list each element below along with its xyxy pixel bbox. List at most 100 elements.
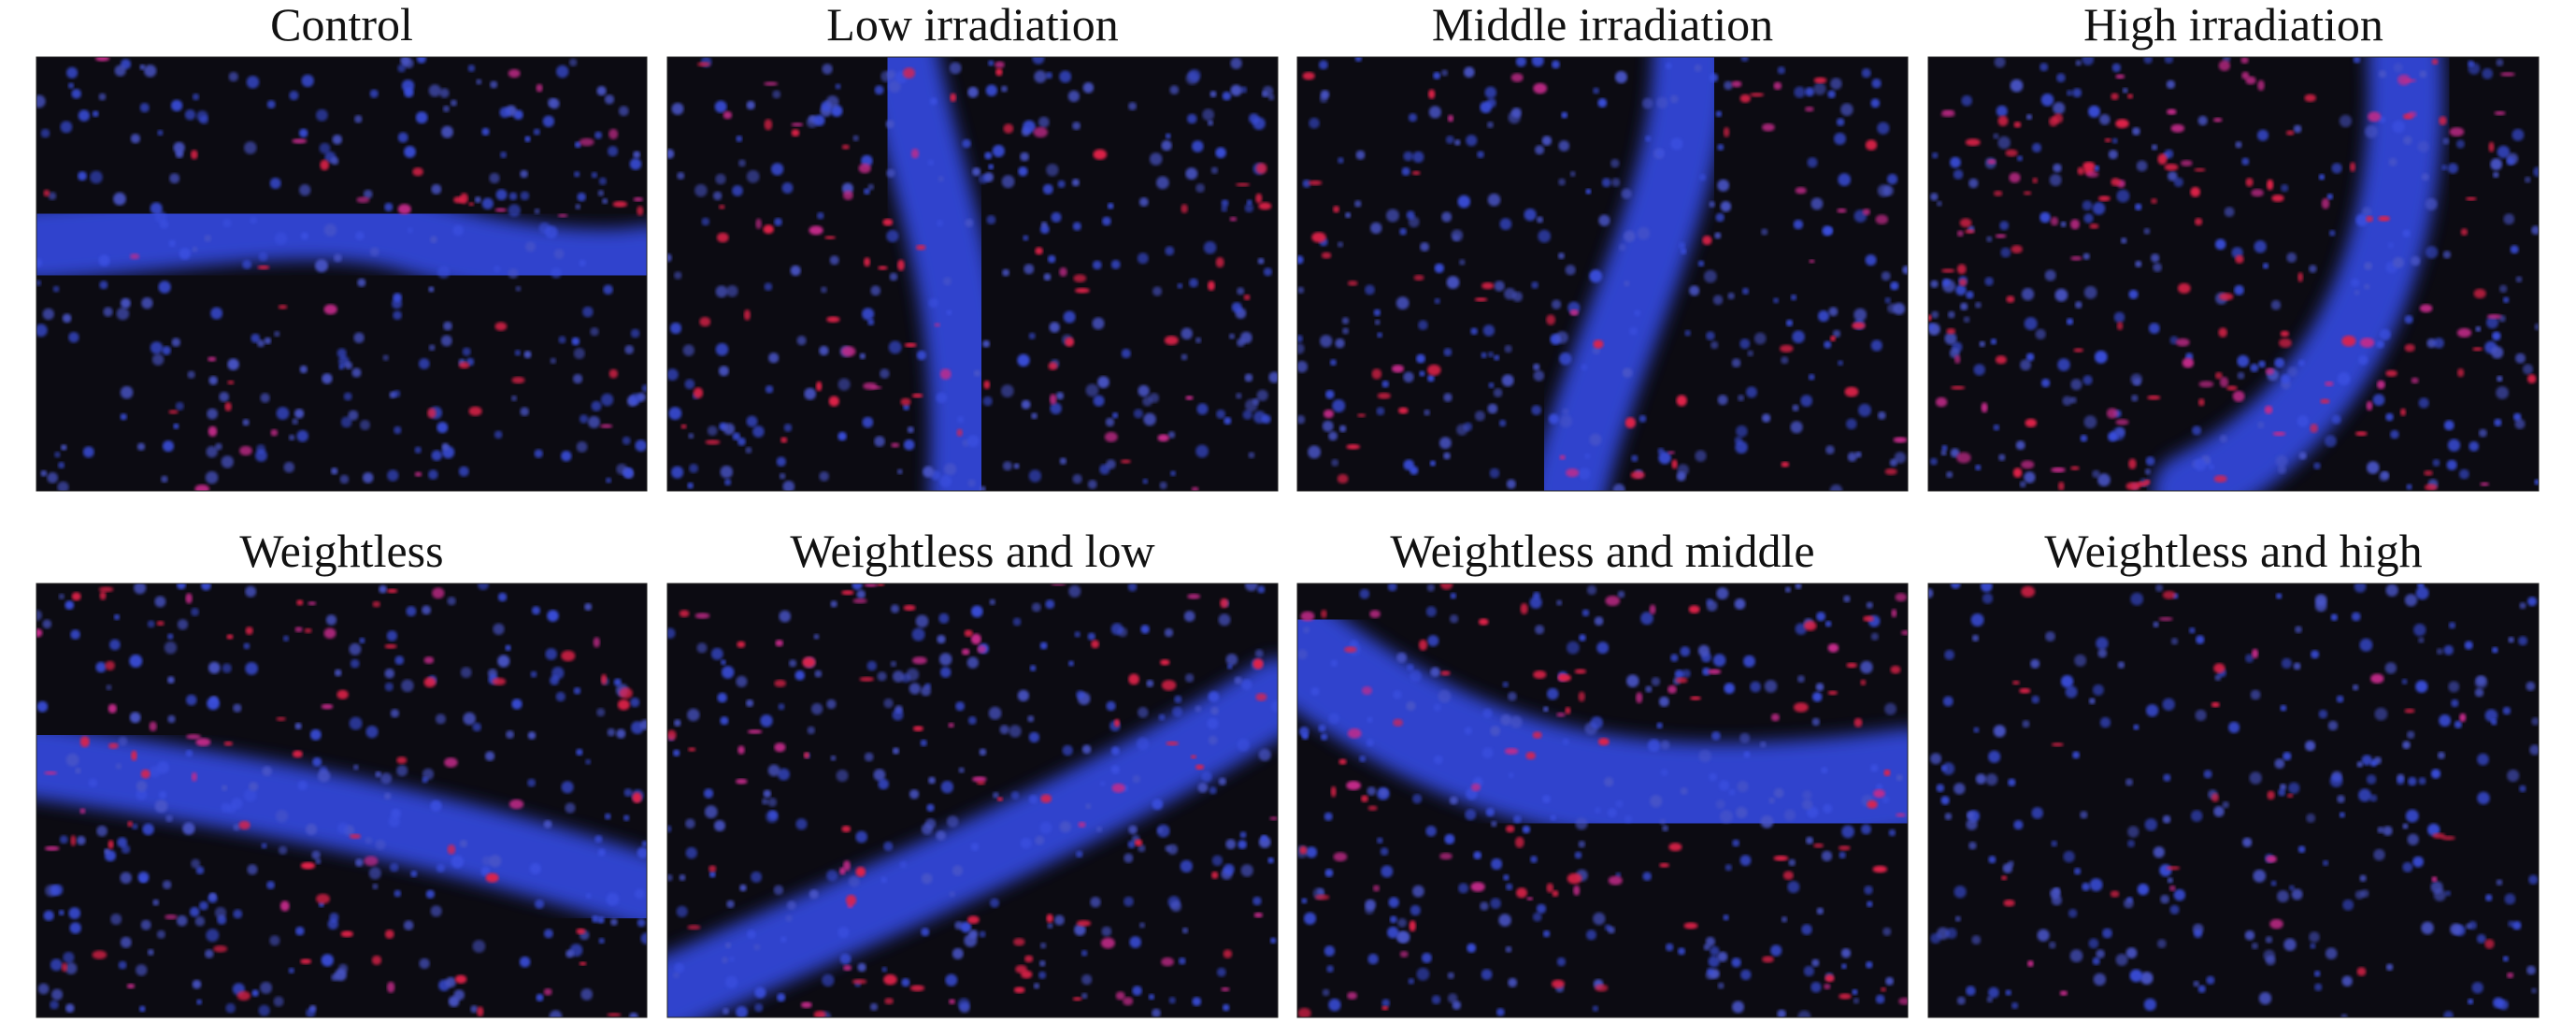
nucleus: [1499, 218, 1512, 231]
nucleus: [1997, 136, 2011, 150]
nucleus: [1028, 332, 1036, 339]
nucleus: [1416, 967, 1430, 981]
nucleus: [1660, 769, 1668, 777]
nucleus: [2524, 176, 2531, 183]
nucleus: [2415, 680, 2428, 693]
nucleus: [1244, 203, 1254, 213]
marker-cell: [2240, 57, 2249, 65]
nucleus: [184, 109, 196, 121]
marker-cell: [131, 750, 137, 761]
marker-cell: [1824, 983, 1831, 990]
marker-cell: [2526, 374, 2537, 384]
nucleus: [396, 765, 408, 777]
nucleus: [448, 996, 460, 1007]
nucleus: [2297, 359, 2306, 367]
nucleus: [1882, 796, 1890, 804]
nucleus: [2417, 140, 2429, 152]
nucleus: [1128, 825, 1138, 835]
nucleus: [354, 858, 364, 867]
nucleus: [1993, 725, 2006, 738]
nucleus: [2369, 794, 2378, 802]
nucleus: [1966, 291, 1974, 299]
nucleus: [195, 866, 205, 875]
nucleus: [1586, 584, 1597, 596]
nucleus: [1585, 188, 1592, 195]
marker-cell: [764, 119, 773, 131]
nucleus: [1717, 395, 1728, 406]
nucleus: [714, 820, 725, 831]
nucleus: [260, 981, 273, 994]
marker-cell: [536, 83, 543, 93]
nucleus: [1592, 1005, 1599, 1012]
nucleus: [679, 874, 686, 881]
marker-cell: [2069, 219, 2081, 230]
nucleus: [1823, 803, 1833, 814]
nucleus: [1535, 625, 1545, 635]
nucleus: [2159, 864, 2172, 877]
nucleus: [2276, 593, 2283, 599]
nucleus: [1487, 351, 1495, 358]
nucleus: [1986, 996, 1994, 1003]
marker-cell: [1959, 218, 1972, 228]
nucleus: [754, 987, 766, 999]
nucleus: [2476, 675, 2486, 686]
nucleus: [2156, 939, 2167, 948]
nucleus: [870, 285, 881, 296]
nucleus: [493, 623, 505, 635]
nucleus: [942, 277, 952, 286]
nucleus: [736, 135, 743, 142]
marker-cell: [453, 196, 465, 204]
nucleus: [187, 370, 195, 379]
marker-cell: [1964, 229, 1975, 234]
nucleus: [1379, 788, 1388, 798]
nucleus: [2024, 317, 2038, 331]
nucleus: [2406, 483, 2412, 490]
nucleus: [1574, 851, 1582, 859]
marker-cell: [561, 650, 576, 662]
nucleus: [2378, 70, 2387, 79]
nucleus: [90, 170, 103, 184]
nucleus: [936, 219, 944, 227]
nucleus: [795, 818, 808, 830]
nucleus: [2206, 975, 2215, 985]
nucleus: [1268, 371, 1278, 383]
nucleus: [2408, 776, 2417, 786]
marker-cell: [995, 61, 1005, 68]
marker-cell: [708, 865, 717, 872]
marker-cell: [1076, 920, 1092, 927]
nucleus: [1132, 986, 1142, 996]
panel-border: [666, 583, 1279, 1018]
nucleus: [1597, 98, 1608, 108]
nucleus: [1018, 166, 1028, 177]
marker-cell: [1191, 486, 1199, 491]
marker-cell: [323, 627, 336, 639]
nucleus: [2339, 812, 2345, 818]
nucleus: [1072, 122, 1081, 131]
nucleus: [499, 107, 510, 118]
nucleus: [1164, 627, 1174, 638]
marker-cell: [444, 757, 458, 768]
marker-cell: [1956, 230, 1964, 238]
marker-cell: [213, 944, 228, 953]
nucleus: [2515, 353, 2526, 364]
nucleus: [1709, 201, 1715, 208]
nucleus: [1097, 376, 1109, 389]
marker-cell: [2005, 149, 2018, 157]
nucleus: [568, 58, 578, 66]
nucleus: [629, 158, 642, 170]
marker-cell: [2494, 110, 2506, 116]
nucleus: [2031, 142, 2042, 153]
marker-cell: [238, 820, 250, 830]
nucleus: [1971, 935, 1982, 945]
marker-cell: [2197, 398, 2205, 407]
nucleus: [2497, 375, 2503, 382]
nucleus: [2364, 262, 2373, 270]
nucleus: [337, 822, 350, 834]
marker-cell: [316, 893, 330, 904]
nucleus: [1156, 176, 1169, 190]
nucleus: [1810, 197, 1824, 210]
nucleus: [355, 231, 365, 240]
nucleus: [266, 881, 276, 889]
marker-cell: [852, 598, 867, 604]
marker-cell: [1556, 712, 1566, 717]
